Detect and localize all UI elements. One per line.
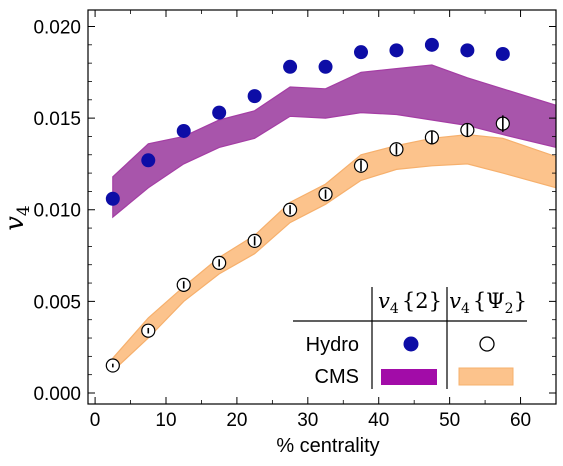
x-tick-label-5: 50: [439, 410, 460, 431]
legend-open-circle-symbol: [479, 336, 495, 352]
hydro_v4_2-point-9: [424, 37, 439, 52]
hydro_v4_2-point-10: [460, 43, 475, 58]
plot-frame: [87, 9, 557, 405]
legend-row-label-cms: CMS: [315, 366, 359, 388]
hydro_v4_2-point-6: [318, 59, 333, 74]
x-tick-label-2: 20: [226, 410, 247, 431]
x-tick-label-0: 0: [90, 410, 101, 431]
x-tick-label-6: 60: [510, 410, 531, 431]
x-tick-label-3: 30: [297, 410, 318, 431]
legend: v4 {2} v4 {Ψ2} Hydro CMS: [293, 287, 527, 389]
legend-filled-circle-symbol: [403, 336, 419, 352]
legend-band-orange-swatch: [458, 367, 514, 386]
hydro_v4_2-point-2: [176, 123, 191, 138]
y-tick-label-4: 0.020: [33, 17, 81, 38]
legend-row-label-hydro: Hydro: [306, 334, 359, 356]
y-tick-label-1: 0.005: [33, 292, 81, 313]
x-tick-label-4: 40: [368, 410, 389, 431]
hydro_v4_2-point-3: [212, 105, 227, 120]
points-layer: [105, 37, 510, 373]
x-tick-label-1: 10: [155, 410, 176, 431]
y-tick-label-0: 0.000: [33, 384, 81, 405]
legend-header-v4-2: v4 {2}: [378, 289, 442, 317]
legend-header-v4-psi2: v4 {Ψ2}: [449, 289, 527, 317]
y-tick-label-2: 0.010: [33, 201, 81, 222]
x-axis-title: % centrality: [276, 435, 379, 457]
hydro_v4_2-point-8: [389, 43, 404, 58]
y-axis-title: v4: [0, 205, 34, 231]
band-cms_v4_psi2: [112, 133, 556, 373]
hydro_v4_2-point-4: [247, 89, 262, 104]
hydro_v4_2-point-7: [354, 45, 368, 60]
y-axis-title-sub: 4: [14, 205, 34, 216]
axes-layer: 0 10 20 30 40 50 60 0.000 0.005 0.010 0.015 0.020: [33, 9, 557, 431]
hydro_v4_2-point-1: [141, 153, 156, 168]
bands-layer: [112, 64, 556, 373]
y-axis-title-main: v: [0, 216, 30, 231]
hydro_v4_2-point-11: [495, 46, 510, 61]
legend-band-purple-swatch: [381, 369, 437, 385]
y-tick-label-3: 0.015: [33, 109, 81, 130]
hydro_v4_2-point-0: [105, 191, 120, 206]
band-cms_v4_2: [112, 64, 556, 219]
svg-text:v4: v4: [0, 205, 34, 231]
hydro_v4_2-point-5: [283, 59, 298, 74]
